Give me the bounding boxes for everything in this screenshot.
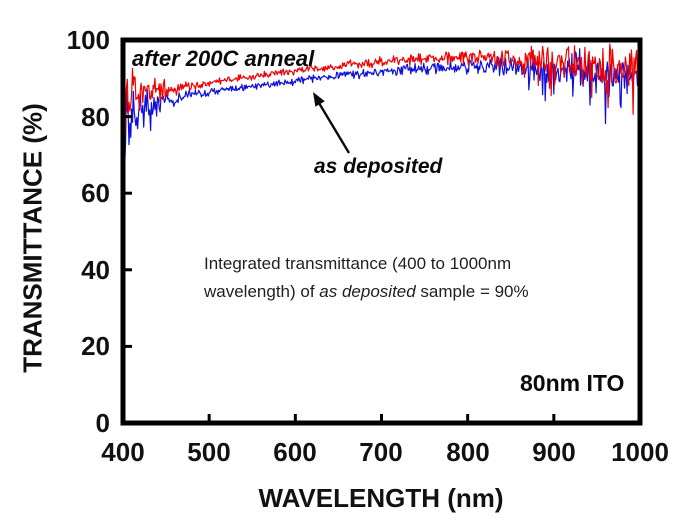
x-tick-label-500: 500: [187, 437, 231, 467]
y-tick-label-80: 80: [81, 102, 110, 132]
sample-thickness-label: 80nm ITO: [520, 370, 625, 396]
integrated-transmittance-note: Integrated transmittance (400 to 1000nm …: [204, 250, 529, 306]
axis-ticks: [121, 38, 642, 425]
x-tick-label-400: 400: [101, 437, 145, 467]
y-tick-label-40: 40: [81, 255, 110, 285]
y-tick-label-100: 100: [66, 25, 110, 55]
x-tick-label-600: 600: [273, 437, 317, 467]
series-after-200C-anneal: [122, 43, 641, 148]
as-deposited-curve-label: as deposited: [314, 155, 443, 178]
x-tick-label-800: 800: [446, 437, 490, 467]
spectra-curves: [122, 43, 641, 167]
note-line-1: Integrated transmittance (400 to 1000nm: [204, 254, 512, 273]
series-as-deposited: [122, 48, 641, 167]
x-tick-label-700: 700: [359, 437, 403, 467]
x-tick-label-1000: 1000: [611, 437, 669, 467]
y-tick-label-20: 20: [81, 331, 110, 361]
x-tick-label-900: 900: [532, 437, 576, 467]
y-tick-label-0: 0: [95, 408, 110, 438]
y-tick-label-60: 60: [81, 178, 110, 208]
note-line-2: wavelength) of as deposited sample = 90%: [204, 282, 529, 301]
annealed-curve-label: after 200C anneal: [132, 46, 315, 71]
plot-frame: [120, 37, 643, 426]
annotation-arrow: [313, 92, 351, 154]
x-axis-title: WAVELENGTH (nm): [258, 483, 504, 513]
